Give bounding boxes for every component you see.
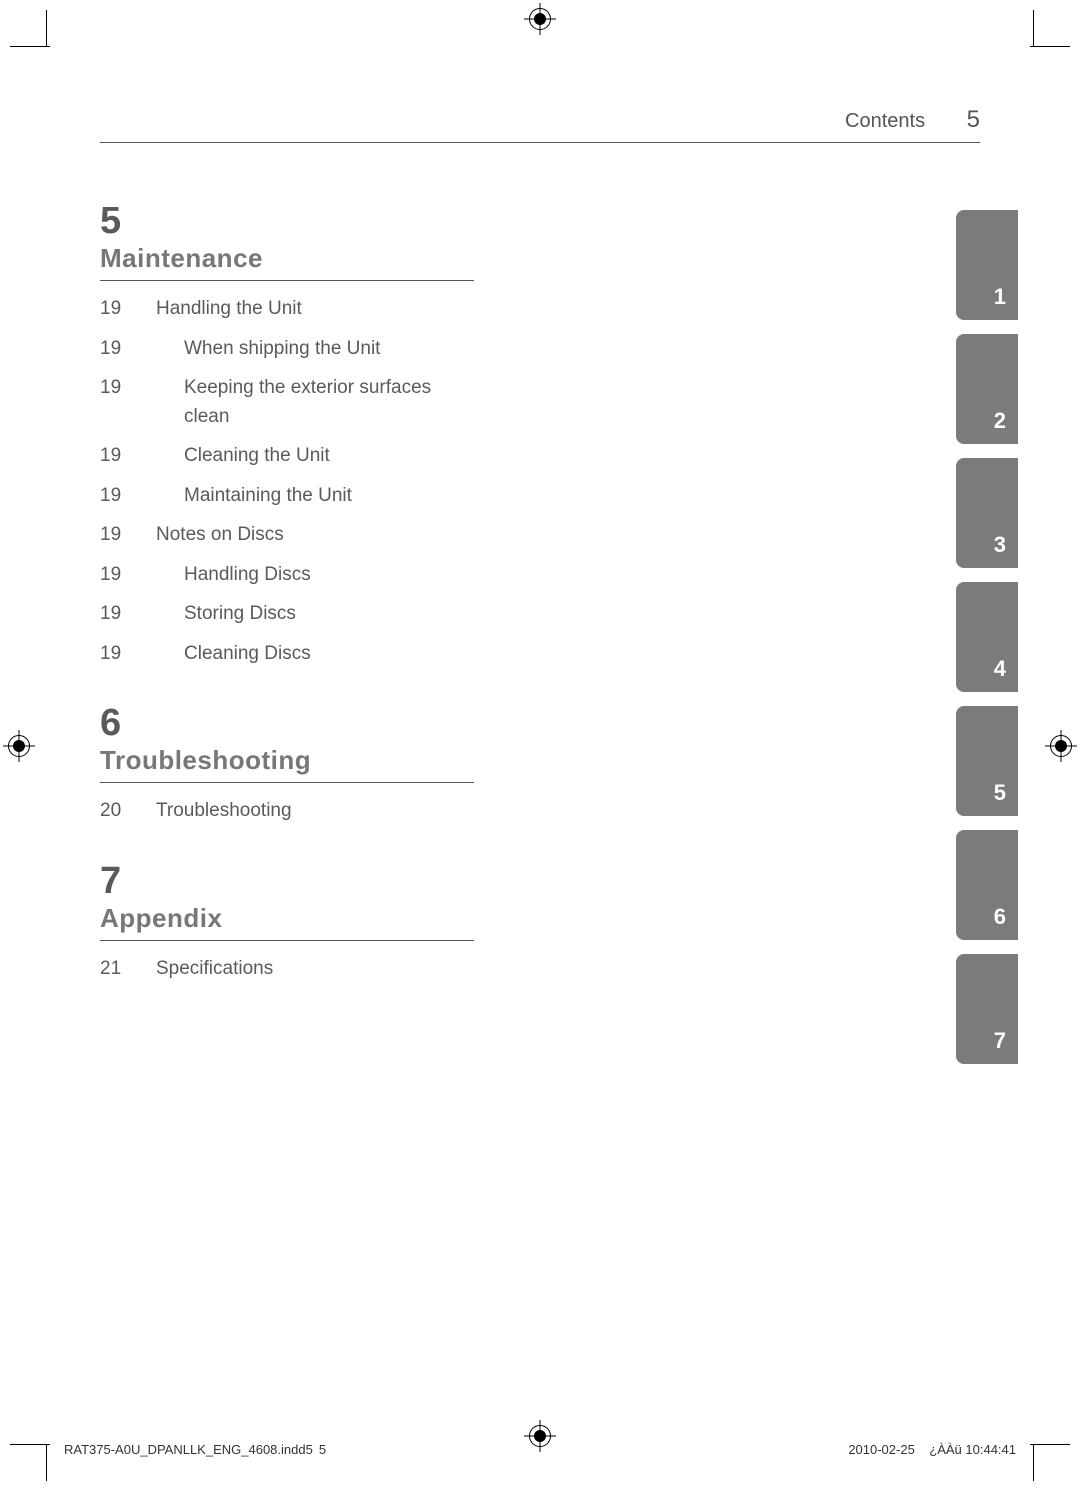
toc-entry-page: 19 bbox=[100, 561, 156, 590]
toc-entry-label: Handling Discs bbox=[156, 561, 474, 590]
toc-entry: 19Cleaning the Unit bbox=[100, 442, 474, 471]
toc-entry-label: Cleaning the Unit bbox=[156, 442, 474, 471]
toc-entry-page: 19 bbox=[100, 521, 156, 550]
toc-entry-label: Handling the Unit bbox=[156, 295, 474, 324]
registration-mark-icon bbox=[529, 8, 551, 30]
section-tab-6[interactable]: 6 bbox=[956, 830, 1018, 940]
toc-entry: 19When shipping the Unit bbox=[100, 335, 474, 364]
section-tab-3[interactable]: 3 bbox=[956, 458, 1018, 568]
toc-entry-label: When shipping the Unit bbox=[156, 335, 474, 364]
section-tab-5[interactable]: 5 bbox=[956, 706, 1018, 816]
toc-entry: 20Troubleshooting bbox=[100, 797, 474, 826]
page-footer: RAT375-A0U_DPANLLK_ENG_4608.indd5 5 2010… bbox=[64, 1442, 1016, 1457]
toc-entry-page: 19 bbox=[100, 600, 156, 629]
toc-entry-page: 19 bbox=[100, 640, 156, 669]
toc-section: 6Troubleshooting20Troubleshooting bbox=[100, 702, 474, 826]
crop-mark bbox=[1033, 10, 1034, 46]
section-title: Maintenance bbox=[100, 243, 474, 281]
toc-section: 7Appendix 21Specifications bbox=[100, 860, 474, 984]
toc-entry: 19Cleaning Discs bbox=[100, 640, 474, 669]
header-label: Contents bbox=[845, 110, 925, 132]
footer-time: ¿ÀÀü 10:44:41 bbox=[929, 1442, 1016, 1457]
toc-entry-label: Storing Discs bbox=[156, 600, 474, 629]
section-number: 7 bbox=[100, 860, 474, 903]
section-tab-7[interactable]: 7 bbox=[956, 954, 1018, 1064]
toc-entry-label: Troubleshooting bbox=[156, 797, 474, 826]
toc-entry: 19Handling Discs bbox=[100, 561, 474, 590]
crop-mark bbox=[10, 46, 50, 47]
toc-entry-page: 19 bbox=[100, 374, 156, 403]
footer-filename: RAT375-A0U_DPANLLK_ENG_4608.indd5 bbox=[64, 1442, 313, 1457]
toc-entry-label: Specifications bbox=[156, 955, 474, 984]
crop-mark bbox=[1030, 46, 1070, 47]
toc-entry-page: 19 bbox=[100, 335, 156, 364]
section-number: 5 bbox=[100, 200, 474, 243]
footer-date: 2010-02-25 bbox=[848, 1442, 915, 1457]
toc-entry: 19Keeping the exterior surfaces clean bbox=[100, 374, 474, 431]
toc-entry-page: 20 bbox=[100, 797, 156, 826]
crop-mark bbox=[10, 1444, 50, 1445]
crop-mark bbox=[1030, 1444, 1070, 1445]
toc-section: 5Maintenance19Handling the Unit19When sh… bbox=[100, 200, 474, 668]
section-tab-4[interactable]: 4 bbox=[956, 582, 1018, 692]
footer-file-page: 5 bbox=[319, 1442, 326, 1457]
section-tab-2[interactable]: 2 bbox=[956, 334, 1018, 444]
toc-entry: 19Storing Discs bbox=[100, 600, 474, 629]
toc-entry: 19Maintaining the Unit bbox=[100, 482, 474, 511]
crop-mark bbox=[1033, 1445, 1034, 1481]
registration-mark-icon bbox=[1050, 735, 1072, 757]
page-header: Contents 5 bbox=[100, 106, 980, 143]
toc-entry: 19Handling the Unit bbox=[100, 295, 474, 324]
toc-entry-label: Cleaning Discs bbox=[156, 640, 474, 669]
toc-entry-page: 21 bbox=[100, 955, 156, 984]
toc-entry-label: Notes on Discs bbox=[156, 521, 474, 550]
toc-entry: 19Notes on Discs bbox=[100, 521, 474, 550]
toc-entry-page: 19 bbox=[100, 295, 156, 324]
section-number: 6 bbox=[100, 702, 474, 745]
toc-entry: 21Specifications bbox=[100, 955, 474, 984]
header-page-number: 5 bbox=[967, 106, 980, 134]
crop-mark bbox=[46, 1445, 47, 1481]
registration-mark-icon bbox=[8, 735, 30, 757]
section-title: Troubleshooting bbox=[100, 745, 474, 783]
toc-entry-page: 19 bbox=[100, 442, 156, 471]
crop-mark bbox=[46, 10, 47, 46]
toc-entry-label: Maintaining the Unit bbox=[156, 482, 474, 511]
section-tab-1[interactable]: 1 bbox=[956, 210, 1018, 320]
section-title: Appendix bbox=[100, 903, 474, 941]
section-tabs: 1 2 3 4 5 6 7 bbox=[956, 210, 1018, 1064]
toc-entry-label: Keeping the exterior surfaces clean bbox=[156, 374, 474, 431]
toc-column: 5Maintenance19Handling the Unit19When sh… bbox=[100, 200, 474, 1017]
toc-entry-page: 19 bbox=[100, 482, 156, 511]
